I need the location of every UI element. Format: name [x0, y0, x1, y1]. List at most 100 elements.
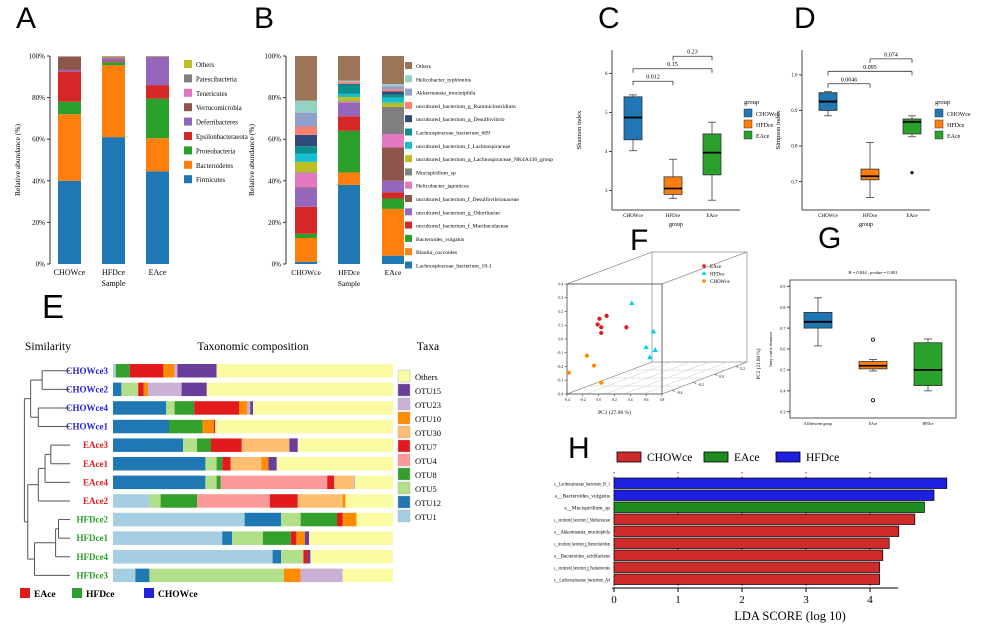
svg-text:Lachnospiraceae_bacterium_609: Lachnospiraceae_bacterium_609: [416, 131, 490, 137]
svg-text:OTU7: OTU7: [415, 442, 437, 452]
panel-d-simpson-boxplot: D 0.7 0.8 0.9 1.0 Simpson index CHOWce HFDce EA…: [772, 4, 980, 244]
svg-text:-0.2: -0.2: [580, 398, 586, 402]
svg-text:Epsilonbacteraeota: Epsilonbacteraeota: [196, 134, 248, 141]
svg-text:All between group: All between group: [804, 422, 832, 426]
svg-text:EAce: EAce: [906, 214, 918, 219]
svg-text:20%: 20%: [268, 219, 281, 227]
svg-text:0.2: 0.2: [740, 367, 745, 371]
svg-text:0.4: 0.4: [628, 398, 633, 402]
svg-text:60%: 60%: [32, 136, 45, 144]
svg-text:0.15: 0.15: [667, 62, 678, 68]
svg-text:Others: Others: [196, 62, 214, 69]
svg-text:EAce1: EAce1: [83, 459, 108, 469]
svg-text:CHOWce2: CHOWce2: [66, 384, 108, 394]
svg-text:uncultured_bacterium_g_Odoriba: uncultured_bacterium_g_Odoribacter: [416, 210, 500, 216]
svg-text:HFDce1: HFDce1: [77, 533, 109, 543]
svg-text:HFDce4: HFDce4: [77, 552, 109, 562]
svg-text:-0.2: -0.2: [557, 365, 563, 369]
svg-text:-0.4: -0.4: [564, 398, 570, 402]
svg-text:80%: 80%: [32, 94, 45, 102]
panel-d-chart: 0.7 0.8 0.9 1.0 Simpson index CHOWce HFDce EAce…: [775, 50, 971, 228]
svg-text:-0.4: -0.4: [557, 392, 563, 396]
svg-text:HFDce: HFDce: [102, 268, 126, 277]
panel-h-chart-container: CHOWce EAce HFDce s__Lachnospiraceae_bacter…: [552, 432, 981, 630]
panel-c-chart-container: 3 4 5 6 Shannon index CHOWce HFDce EAce group 0.0…: [568, 4, 780, 244]
panel-h-letter: H: [568, 432, 590, 465]
svg-text:HFDce: HFDce: [923, 422, 934, 426]
svg-text:uncultured_bacterium_f_Desulfo: uncultured_bacterium_f_Desulfovibrionace…: [416, 196, 519, 203]
svg-text:OTU8: OTU8: [415, 470, 437, 480]
svg-text:0.9: 0.9: [780, 284, 785, 289]
svg-text:PC1 (27.08 %): PC1 (27.08 %): [598, 409, 631, 416]
panel-b-species-abundance: B 0% 20% 40% 60% 80% 100% Relative abundance (…: [240, 4, 570, 292]
svg-text:CHOWce: CHOWce: [818, 214, 838, 219]
svg-text:PC2 (21.80 %): PC2 (21.80 %): [755, 348, 762, 379]
panel-c-shannon-boxplot: C 3 4 5 6 Shannon index CHOWce HFDce EAce group 0…: [568, 2, 780, 244]
svg-text:s__Bacteroides_acidifaciens: s__Bacteroides_acidifaciens: [554, 555, 610, 560]
svg-text:HFDce3: HFDce3: [77, 570, 109, 580]
svg-text:-0.2: -0.2: [698, 383, 704, 387]
svg-text:0%: 0%: [272, 261, 282, 269]
svg-text:Verrucomicrobia: Verrucomicrobia: [196, 105, 242, 112]
panel-e-letter: E: [42, 288, 65, 325]
panel-h-chart: CHOWce EAce HFDce s__Lachnospiraceae_bacter…: [554, 451, 948, 623]
svg-text:CHOWce: CHOWce: [291, 268, 321, 277]
svg-text:CHOWce: CHOWce: [756, 112, 780, 118]
svg-text:EAce: EAce: [706, 214, 718, 219]
svg-text:Relative abundance (%): Relative abundance (%): [13, 123, 22, 196]
svg-text:s__Lachnospiraceae_bacterium_A: s__Lachnospiraceae_bacterium_A4: [554, 579, 610, 584]
svg-text:OTU4: OTU4: [415, 456, 437, 466]
svg-text:0.095: 0.095: [863, 65, 877, 71]
panel-g-chart: R = 0.844 , pvalue = 0.001 0.3 0.4 0.5 0.6 0.…: [768, 270, 957, 426]
svg-text:HFDce: HFDce: [756, 123, 774, 129]
svg-text:s__Mucispirillum_sp: s__Mucispirillum_sp: [564, 507, 610, 512]
panel-e-chart: Similarity Taxonomic composition Taxa CHOWc…: [20, 341, 441, 600]
svg-text:0.012: 0.012: [646, 75, 660, 81]
panel-a-phylum-abundance: A 0% 20% 40% 60% 80% 100% Relative abundance (…: [6, 4, 252, 292]
svg-text:1: 1: [675, 594, 681, 606]
svg-text:s__uncultured_bacterium_g_Rumi: s__uncultured_bacterium_g_Ruminiclostrid…: [554, 543, 610, 548]
svg-text:EAce2: EAce2: [83, 496, 108, 506]
svg-text:0.3: 0.3: [780, 409, 785, 414]
panel-f-chart: 0.40.30.20.10.0-0.1-0.2-0.3-0.4-0.4 -0.2 0…: [557, 251, 762, 416]
svg-text:Deferribacteres: Deferribacteres: [196, 120, 238, 127]
svg-text:0.2: 0.2: [559, 310, 564, 314]
panel-c-letter: C: [598, 2, 620, 35]
svg-text:0.8: 0.8: [791, 145, 798, 150]
panel-d-chart-container: 0.7 0.8 0.9 1.0 Simpson index CHOWce HFDce EAce…: [772, 4, 980, 244]
svg-text:Akkermansia_muciniphila: Akkermansia_muciniphila: [416, 91, 476, 97]
panel-b-letter: B: [254, 2, 275, 35]
svg-text:0.8: 0.8: [660, 398, 665, 402]
svg-text:0.0: 0.0: [596, 398, 601, 402]
svg-text:Relative abundance (%): Relative abundance (%): [247, 123, 256, 196]
svg-text:HFDce2: HFDce2: [77, 515, 109, 525]
svg-text:group: group: [744, 99, 759, 106]
svg-text:uncultured_bacterium_f_Lachnos: uncultured_bacterium_f_Lachnospiraceae: [416, 143, 511, 150]
svg-text:s__uncultured_bacterium_g_Para: s__uncultured_bacterium_g_Parabacteroide…: [554, 567, 610, 572]
panel-b-chart-container: 0% 20% 40% 60% 80% 100% Relative abundance (%)…: [240, 4, 570, 292]
svg-text:OTU10: OTU10: [415, 414, 441, 424]
svg-text:Others: Others: [415, 372, 438, 382]
svg-text:EAce: EAce: [947, 134, 961, 140]
svg-text:EAce: EAce: [34, 590, 56, 600]
panel-f-chart-container: 0.4 0.3 0.2 0.1 0.0 -0.1 -0.2 -0.3 -0.4 -0.4 -0.2 0…: [552, 222, 808, 440]
svg-text:20%: 20%: [32, 219, 45, 227]
svg-text:-0.4: -0.4: [677, 391, 683, 395]
panel-f-letter: F: [630, 224, 649, 257]
svg-text:s__uncultured_bacterium_f_Muri: s__uncultured_bacterium_f_Muribaculaceae: [554, 519, 610, 524]
svg-text:3: 3: [605, 189, 608, 194]
svg-text:CHOWce: CHOWce: [623, 214, 643, 219]
svg-text:Patescibacteria: Patescibacteria: [196, 76, 237, 83]
svg-text:CHOWce: CHOWce: [710, 280, 730, 285]
svg-text:Others: Others: [416, 64, 431, 70]
svg-text:CHOWce: CHOWce: [647, 452, 692, 464]
svg-text:HFDce: HFDce: [863, 214, 878, 219]
svg-text:0.0046: 0.0046: [841, 77, 858, 83]
svg-text:6: 6: [605, 72, 608, 77]
svg-text:0.4: 0.4: [780, 389, 786, 394]
panel-c-chart: 3 4 5 6 Shannon index CHOWce HFDce EAce group 0.0…: [576, 50, 780, 228]
svg-text:Simpson index: Simpson index: [775, 110, 782, 150]
svg-text:0.6: 0.6: [780, 347, 785, 352]
svg-text:Sample: Sample: [338, 279, 361, 288]
svg-text:0.5: 0.5: [780, 368, 785, 373]
